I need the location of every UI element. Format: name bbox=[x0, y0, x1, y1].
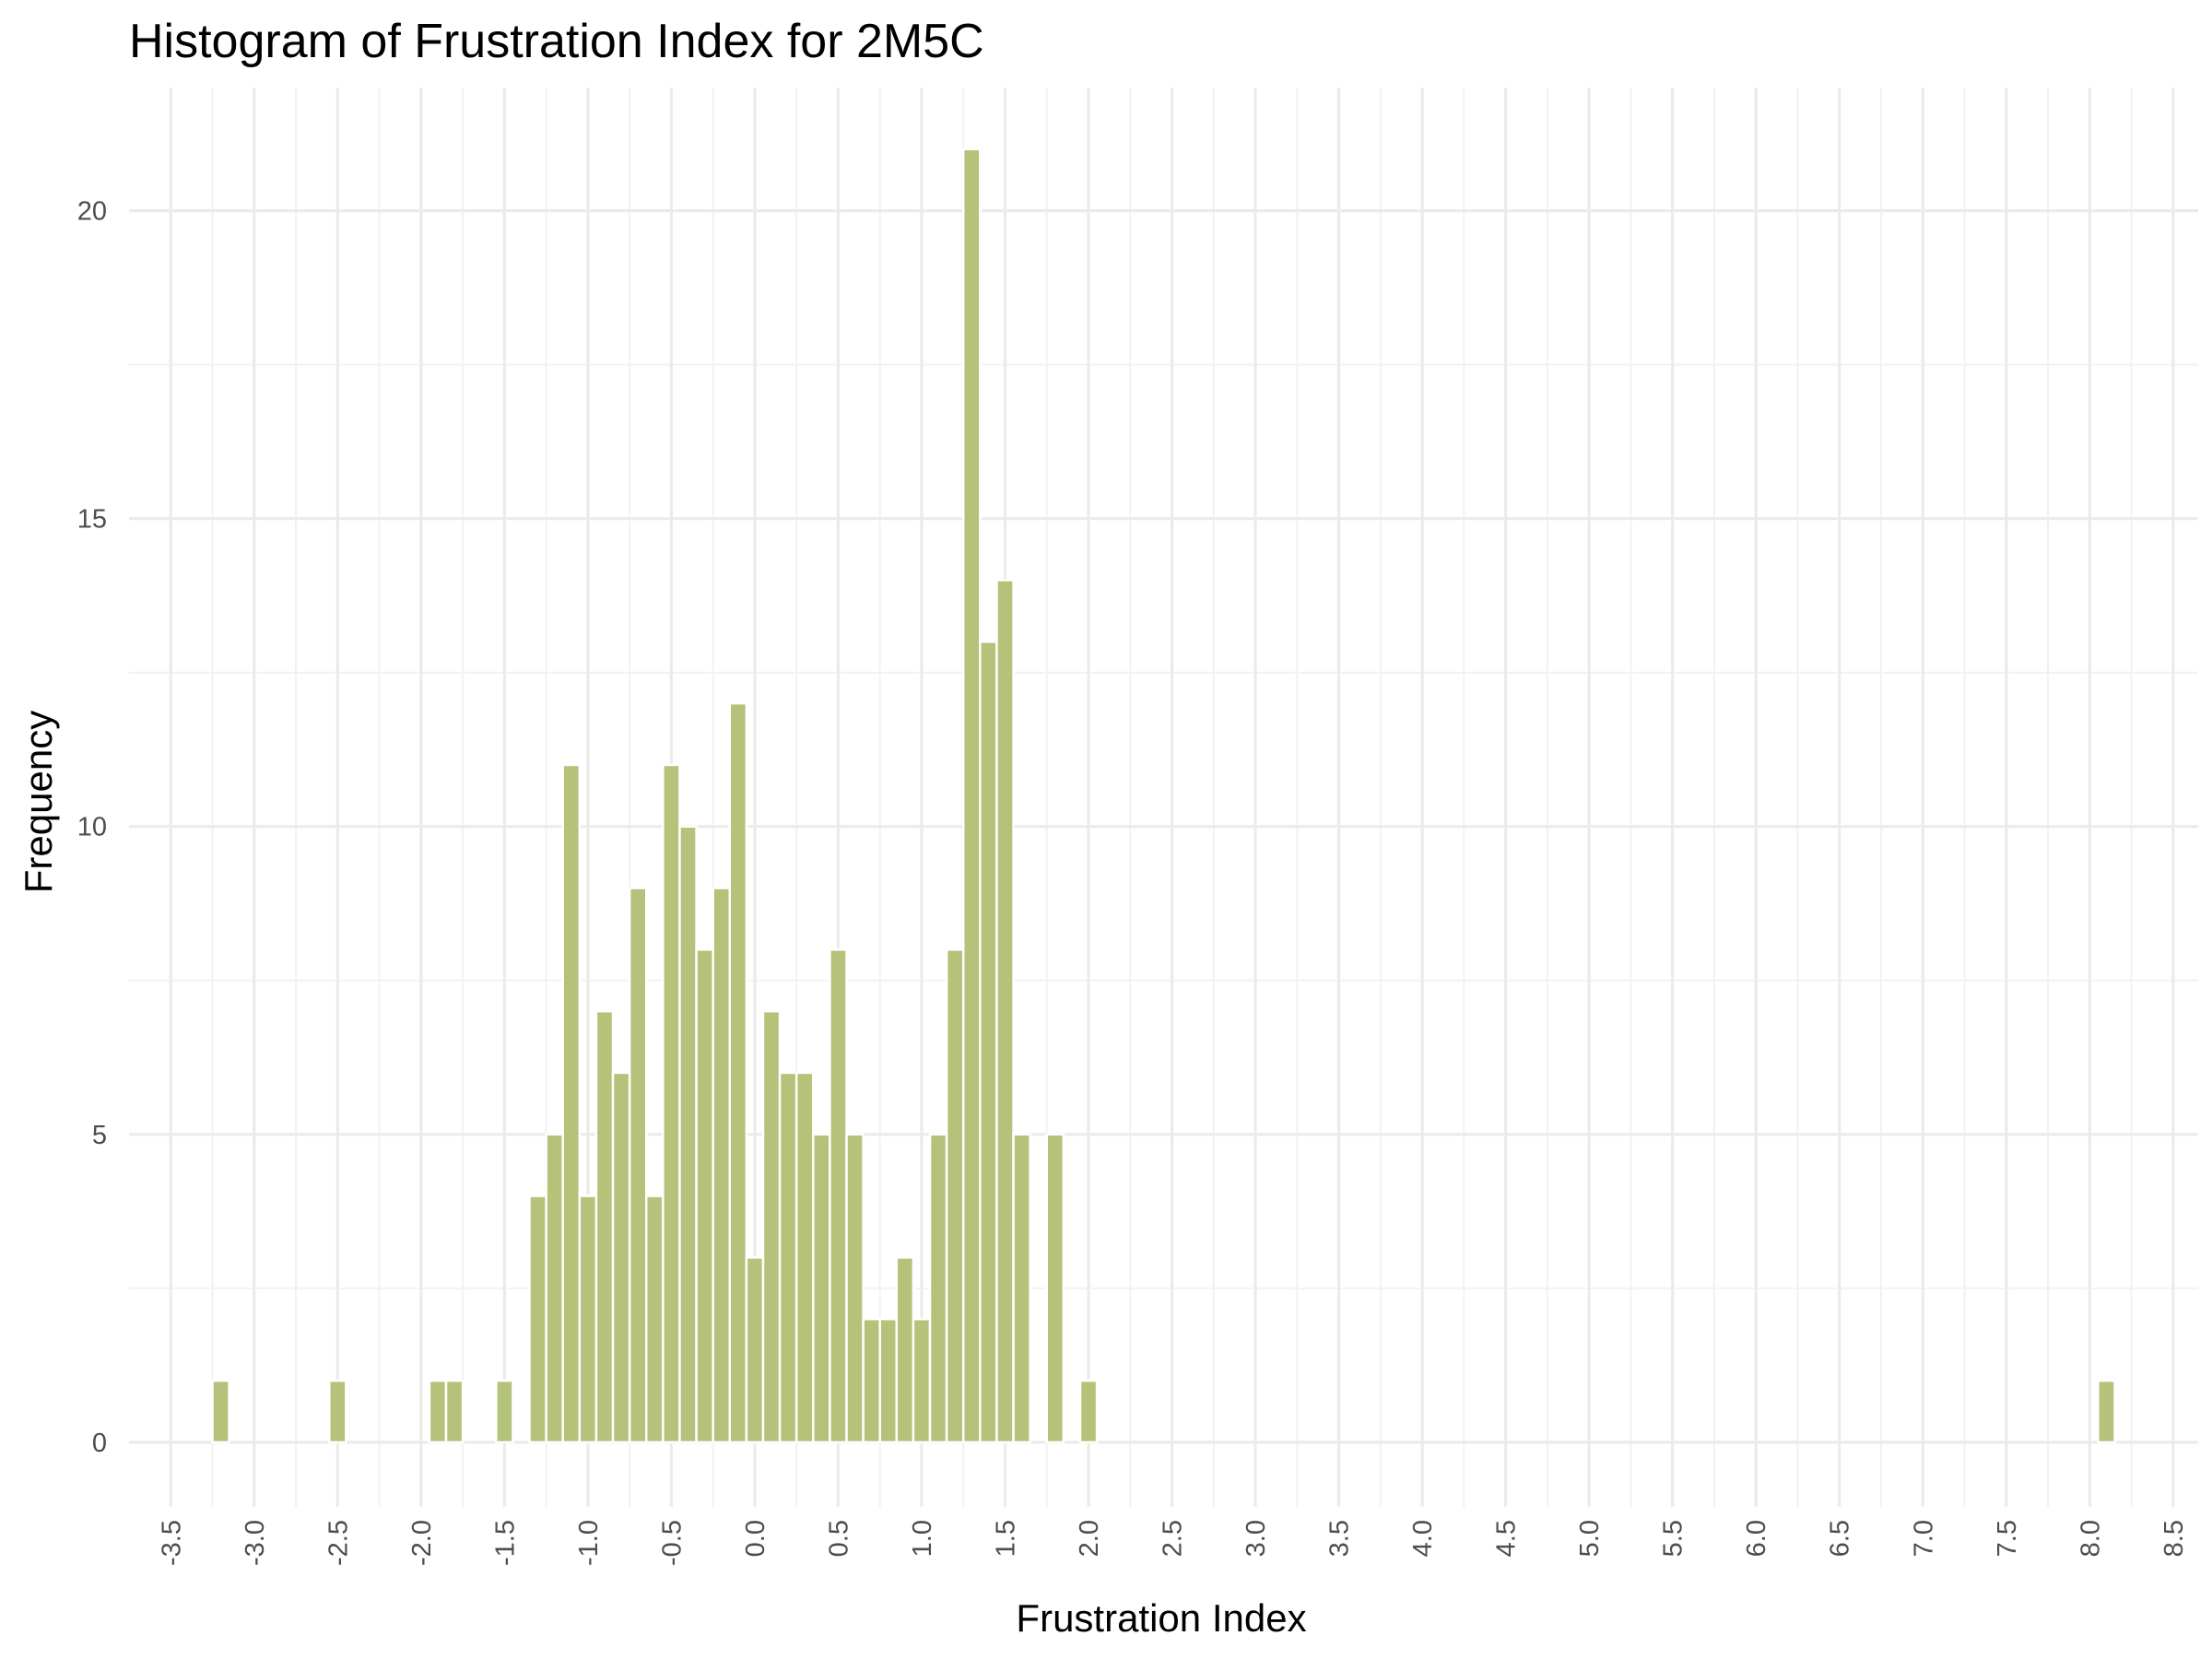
y-axis-title: Frequency bbox=[17, 711, 60, 893]
histogram-bar bbox=[545, 1133, 564, 1444]
histogram-bar bbox=[211, 1379, 230, 1444]
histogram-bar bbox=[845, 1133, 865, 1444]
x-tick-label: -3.5 bbox=[157, 1520, 186, 1566]
x-tick-label: 0.5 bbox=[824, 1520, 853, 1557]
y-tick-label: 5 bbox=[92, 1121, 107, 1150]
chart-title: Histogram of Frustration Index for 2M5C bbox=[129, 15, 984, 68]
histogram-bar bbox=[728, 701, 748, 1444]
histogram-bar bbox=[428, 1379, 448, 1444]
x-tick-label: 1.5 bbox=[992, 1520, 1021, 1557]
y-tick-labels: 0 5 10 15 20 bbox=[77, 197, 107, 1458]
histogram-bar bbox=[695, 948, 714, 1444]
x-tick-label: 3.5 bbox=[1325, 1520, 1355, 1557]
histogram-bar bbox=[2097, 1379, 2116, 1444]
histogram-bar bbox=[979, 641, 998, 1444]
histogram-bar bbox=[662, 763, 681, 1444]
x-tick-label: -2.0 bbox=[407, 1520, 437, 1566]
histogram-bar bbox=[444, 1379, 465, 1444]
histogram-bar bbox=[561, 763, 582, 1444]
x-tick-label: 5.5 bbox=[1659, 1520, 1688, 1557]
bar-layer bbox=[211, 147, 2116, 1444]
x-tick-label: 4.0 bbox=[1408, 1520, 1438, 1557]
y-tick-label: 10 bbox=[77, 813, 107, 842]
histogram-bar bbox=[945, 948, 965, 1444]
y-tick-label: 15 bbox=[77, 505, 107, 535]
histogram-bar bbox=[895, 1256, 915, 1444]
histogram-bar bbox=[995, 579, 1015, 1444]
histogram-bar bbox=[328, 1379, 347, 1444]
x-tick-label: -3.0 bbox=[241, 1520, 270, 1566]
histogram-bar bbox=[495, 1379, 514, 1444]
histogram-bar bbox=[761, 1009, 782, 1444]
y-tick-label: 20 bbox=[77, 197, 107, 227]
histogram-bar bbox=[778, 1071, 798, 1444]
x-tick-label: 2.0 bbox=[1075, 1520, 1104, 1557]
grid-layer bbox=[129, 88, 2198, 1507]
x-tick-label: 3.0 bbox=[1241, 1520, 1271, 1557]
x-tick-label: 6.5 bbox=[1826, 1520, 1855, 1557]
x-tick-label: 7.0 bbox=[1909, 1520, 1938, 1557]
x-tick-label: 2.5 bbox=[1159, 1520, 1188, 1557]
histogram-bar bbox=[1012, 1133, 1031, 1444]
x-tick-label: 8.5 bbox=[2159, 1520, 2189, 1557]
x-tick-label: -1.0 bbox=[574, 1520, 604, 1566]
histogram-bar bbox=[645, 1194, 665, 1444]
x-tick-labels: -3.5 -3.0 -2.5 -2.0 -1.5 -1.0 -0.5 0.0 0.5 1.0 1.5… bbox=[157, 1520, 2189, 1566]
histogram-bar bbox=[1078, 1379, 1099, 1444]
x-tick-label: -1.5 bbox=[490, 1520, 520, 1566]
x-tick-label: 0.0 bbox=[741, 1520, 771, 1557]
histogram-bar bbox=[712, 887, 732, 1444]
x-tick-label: 8.0 bbox=[2076, 1520, 2105, 1557]
histogram-bar bbox=[794, 1071, 815, 1444]
x-tick-label: -0.5 bbox=[657, 1520, 687, 1566]
histogram-bar bbox=[829, 948, 848, 1444]
x-tick-label: 6.0 bbox=[1742, 1520, 1771, 1557]
x-tick-label: 5.0 bbox=[1575, 1520, 1605, 1557]
histogram-bar bbox=[862, 1317, 881, 1444]
histogram-bar bbox=[878, 1317, 899, 1444]
histogram-bar bbox=[745, 1256, 765, 1444]
histogram-bar bbox=[1045, 1133, 1065, 1444]
x-tick-label: 7.5 bbox=[1993, 1520, 2022, 1557]
x-tick-label: 1.0 bbox=[908, 1520, 937, 1557]
y-tick-label: 0 bbox=[92, 1429, 107, 1458]
histogram-bar bbox=[594, 1009, 615, 1444]
histogram-bar bbox=[678, 825, 698, 1444]
histogram-bar bbox=[928, 1133, 948, 1444]
histogram-bar bbox=[528, 1194, 547, 1444]
histogram-bar bbox=[912, 1317, 932, 1444]
x-tick-label: -2.5 bbox=[324, 1520, 353, 1566]
histogram-bar bbox=[628, 887, 648, 1444]
histogram-bar bbox=[611, 1071, 631, 1444]
histogram-bar bbox=[961, 147, 982, 1444]
histogram-bar bbox=[578, 1194, 598, 1444]
x-tick-label: 4.5 bbox=[1492, 1520, 1522, 1557]
x-axis-title: Frustration Index bbox=[1016, 1596, 1306, 1640]
histogram-bar bbox=[812, 1133, 831, 1444]
